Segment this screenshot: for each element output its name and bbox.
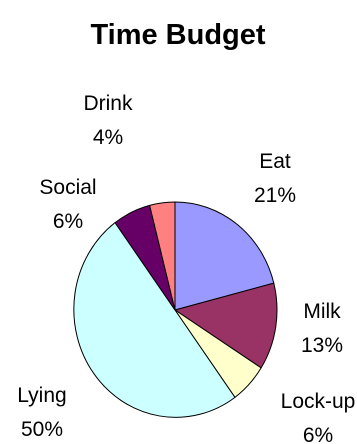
pie-slice-eat — [174, 201, 275, 311]
pie-slice-lying — [73, 221, 236, 418]
slice-label-milk: Milk — [303, 300, 341, 323]
pie-slices — [73, 201, 278, 418]
slice-percent-drink: 4% — [93, 126, 123, 149]
slice-percent-social: 6% — [53, 210, 83, 233]
pie-labels: Eat 21% Milk 13% Lock-up 6% Lying 50% Social 6% Dr… — [17, 92, 355, 444]
slice-label-social: Social — [39, 176, 96, 199]
slice-label-lying: Lying — [17, 384, 66, 407]
slice-percent-eat: 21% — [254, 184, 296, 207]
slice-label-drink: Drink — [83, 92, 133, 115]
pie-slice-drink — [149, 201, 176, 311]
slice-percent-milk: 13% — [301, 334, 343, 357]
slice-percent-lying: 50% — [21, 418, 63, 441]
slice-label-eat: Eat — [259, 150, 291, 173]
slice-label-lock-up: Lock-up — [281, 390, 356, 413]
pie-slice-milk — [173, 282, 278, 369]
chart-title: Time Budget — [90, 19, 265, 51]
slice-percent-lock-up: 6% — [303, 424, 333, 444]
